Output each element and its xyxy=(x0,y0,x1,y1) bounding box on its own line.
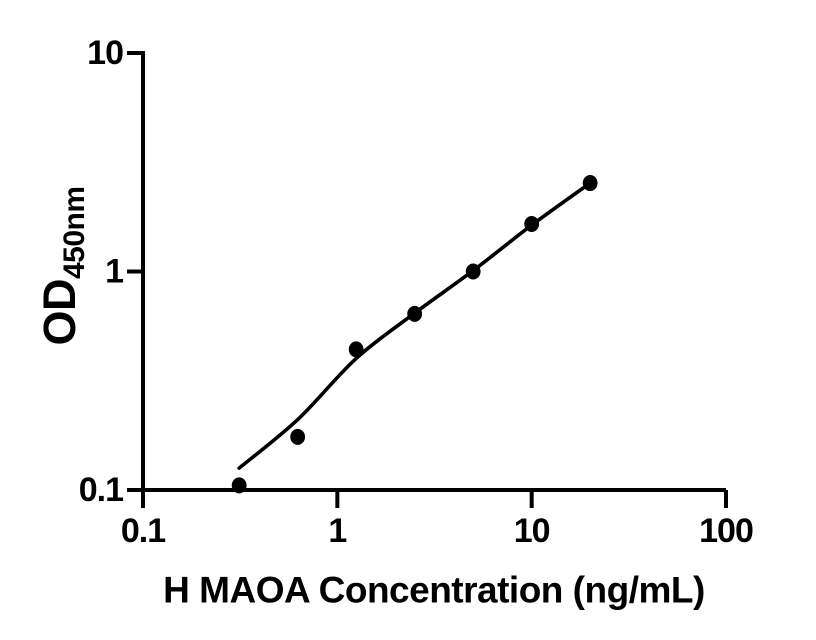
data-point-marker xyxy=(407,305,423,322)
y-tick-label: 10 xyxy=(87,34,123,72)
axes-layer xyxy=(127,51,728,508)
data-point-marker xyxy=(524,215,540,232)
x-tick-label: 0.1 xyxy=(121,512,165,550)
x-tick-label: 10 xyxy=(514,512,550,550)
y-axis-title-subscript: 450nm xyxy=(58,186,91,279)
data-point-marker xyxy=(348,341,364,358)
x-axis-title: H MAOA Concentration (ng/mL) xyxy=(163,570,705,611)
data-point-marker xyxy=(582,175,598,192)
x-tick-label: 1 xyxy=(328,512,346,550)
data-point-layer xyxy=(231,175,598,494)
data-point-marker xyxy=(290,428,306,445)
x-tick-label: 100 xyxy=(699,512,753,550)
y-axis-title-main: OD xyxy=(34,279,85,346)
y-axis-title: OD450nm xyxy=(34,186,91,345)
tick-label-layer: 0.1 1 10 100 0.1 1 10 xyxy=(79,34,754,550)
data-point-marker xyxy=(465,263,481,280)
y-tick-label: 1 xyxy=(105,253,123,291)
y-tick-label: 0.1 xyxy=(79,471,123,509)
data-point-marker xyxy=(231,477,247,494)
